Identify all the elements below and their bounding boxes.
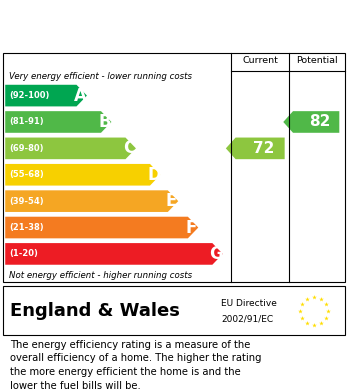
Text: Current: Current — [242, 56, 278, 65]
Polygon shape — [5, 190, 178, 212]
Text: The energy efficiency rating is a measure of the
overall efficiency of a home. T: The energy efficiency rating is a measur… — [10, 340, 262, 391]
Polygon shape — [5, 138, 136, 159]
Text: (1-20): (1-20) — [9, 249, 38, 258]
Text: 2002/91/EC: 2002/91/EC — [221, 315, 273, 324]
Text: Very energy efficient - lower running costs: Very energy efficient - lower running co… — [9, 72, 192, 81]
Text: E: E — [165, 192, 176, 210]
Text: C: C — [123, 139, 135, 157]
Text: (81-91): (81-91) — [9, 117, 44, 126]
Text: 72: 72 — [253, 141, 274, 156]
Text: A: A — [74, 86, 87, 104]
Text: England & Wales: England & Wales — [10, 302, 180, 320]
Text: (21-38): (21-38) — [9, 223, 44, 232]
Text: 82: 82 — [309, 115, 330, 129]
Polygon shape — [5, 85, 87, 106]
Text: (69-80): (69-80) — [9, 144, 44, 153]
Polygon shape — [5, 164, 160, 186]
Text: (39-54): (39-54) — [9, 197, 44, 206]
Text: G: G — [209, 245, 223, 263]
Text: D: D — [147, 166, 161, 184]
Text: (55-68): (55-68) — [9, 170, 44, 179]
Text: Energy Efficiency Rating: Energy Efficiency Rating — [10, 16, 239, 34]
Text: Potential: Potential — [296, 56, 338, 65]
Polygon shape — [283, 111, 339, 133]
Text: EU Directive: EU Directive — [221, 299, 277, 308]
Polygon shape — [5, 217, 198, 239]
Polygon shape — [5, 243, 223, 265]
Text: B: B — [98, 113, 111, 131]
Polygon shape — [5, 111, 111, 133]
Polygon shape — [226, 138, 285, 159]
Text: (92-100): (92-100) — [9, 91, 50, 100]
Text: F: F — [185, 219, 196, 237]
Text: Not energy efficient - higher running costs: Not energy efficient - higher running co… — [9, 271, 192, 280]
